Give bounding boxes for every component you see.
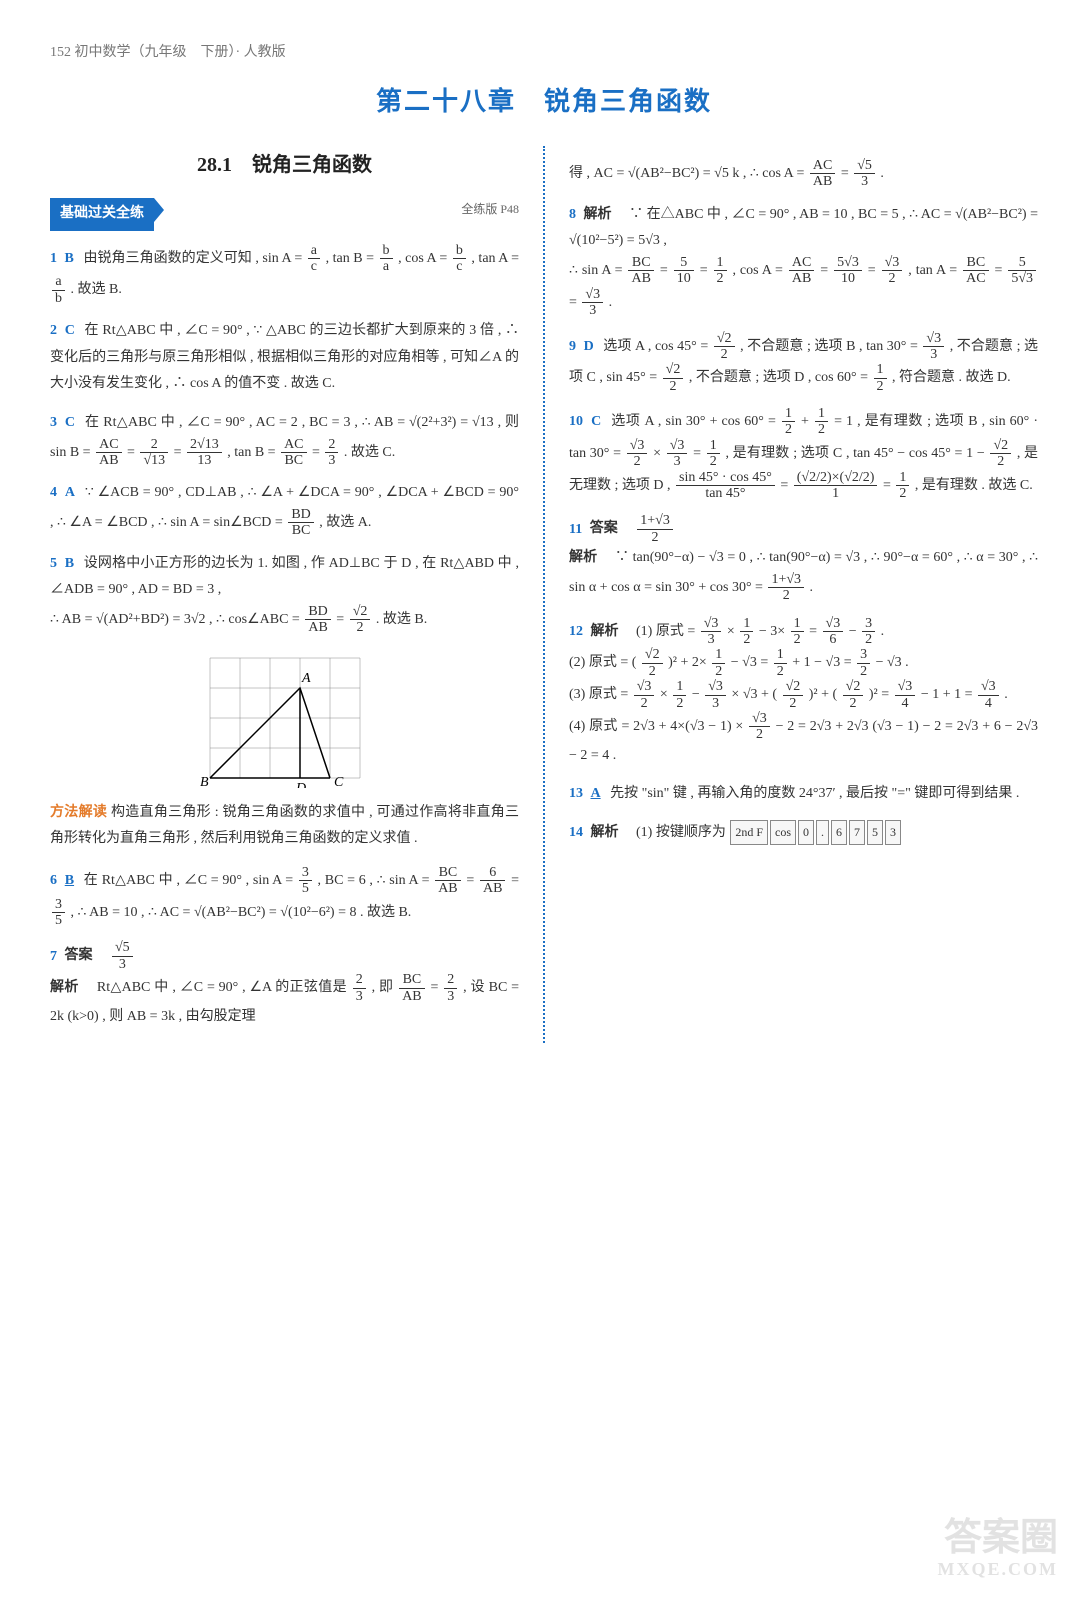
page-header: 152 初中数学（九年级 下册）· 人教版 xyxy=(50,40,1038,67)
svg-text:B: B xyxy=(200,775,209,788)
triangle-diagram: A B D C xyxy=(200,648,370,788)
svg-text:C: C xyxy=(334,775,344,788)
question-13: 13 A 先按 "sin" 键 , 再输入角的度数 24°37′ , 最后按 "… xyxy=(569,781,1038,808)
question-7-cont: 得 , AC = √(AB²−BC²) = √5 k , ∴ cos A = A… xyxy=(569,158,1038,190)
question-14: 14 解析 (1) 按键顺序为 2nd Fcos0.6753 xyxy=(569,820,1038,847)
question-6: 6 B 在 Rt△ABC 中 , ∠C = 90° , sin A = 35 ,… xyxy=(50,865,519,929)
question-10: 10 C 选项 A , sin 30° + cos 60° = 12 + 12 … xyxy=(569,406,1038,501)
calculator-key: 7 xyxy=(849,820,865,845)
question-12: 12 解析 (1) 原式 = √33 × 12 − 3× 12 = √36 − … xyxy=(569,616,1038,770)
right-column: 得 , AC = √(AB²−BC²) = √5 k , ∴ cos A = A… xyxy=(569,146,1038,1043)
watermark: 答案圈 MXQE.COM xyxy=(938,1518,1058,1580)
calculator-key: 3 xyxy=(885,820,901,845)
question-3: 3 C 在 Rt△ABC 中 , ∠C = 90° , AC = 2 , BC … xyxy=(50,410,519,468)
column-divider xyxy=(543,146,545,1043)
practice-tag: 基础过关全练 xyxy=(50,198,154,231)
calculator-key: 6 xyxy=(831,820,847,845)
calculator-key: 0 xyxy=(798,820,814,845)
left-column: 28.1 锐角三角函数 基础过关全练 全练版 P48 1 B 由锐角三角函数的定… xyxy=(50,146,519,1043)
question-9: 9 D 选项 A , cos 45° = √22 , 不合题意 ; 选项 B ,… xyxy=(569,331,1038,395)
q-num: 1 xyxy=(50,251,57,266)
calculator-key: 5 xyxy=(867,820,883,845)
question-11: 11 答案 1+√32 解析 ∵ tan(90°−α) − √3 = 0 , ∴… xyxy=(569,513,1038,603)
question-8: 8 解析 ∵ 在△ABC 中 , ∠C = 90° , AB = 10 , BC… xyxy=(569,202,1038,319)
calculator-key: 2nd F xyxy=(730,820,768,845)
q-text: 由锐角三角函数的定义可知 , sin A = xyxy=(83,251,305,266)
question-1: 1 B 由锐角三角函数的定义可知 , sin A = ac , tan B = … xyxy=(50,243,519,307)
chapter-title: 第二十八章 锐角三角函数 xyxy=(50,77,1038,126)
question-2: 2 C 在 Rt△ABC 中 , ∠C = 90° , ∵ △ABC 的三边长都… xyxy=(50,318,519,398)
page-reference: 全练版 P48 xyxy=(461,198,519,221)
svg-text:A: A xyxy=(301,671,311,686)
section-title: 28.1 锐角三角函数 xyxy=(50,146,519,184)
svg-text:D: D xyxy=(295,781,306,788)
question-7: 7 答案 √53 解析 Rt△ABC 中 , ∠C = 90° , ∠A 的正弦… xyxy=(50,940,519,1030)
calculator-key: cos xyxy=(770,820,796,845)
question-5: 5 B 设网格中小正方形的边长为 1. 如图 , 作 AD⊥BC 于 D , 在… xyxy=(50,551,519,636)
q-answer: B xyxy=(65,251,74,266)
question-4: 4 A ∵ ∠ACB = 90° , CD⊥AB , ∴ ∠A + ∠DCA =… xyxy=(50,480,519,538)
method-label: 方法解读 xyxy=(50,805,107,820)
method-note: 方法解读 构造直角三角形 : 锐角三角函数的求值中 , 可通过作高将非直角三角形… xyxy=(50,800,519,853)
calculator-key: . xyxy=(816,820,829,845)
